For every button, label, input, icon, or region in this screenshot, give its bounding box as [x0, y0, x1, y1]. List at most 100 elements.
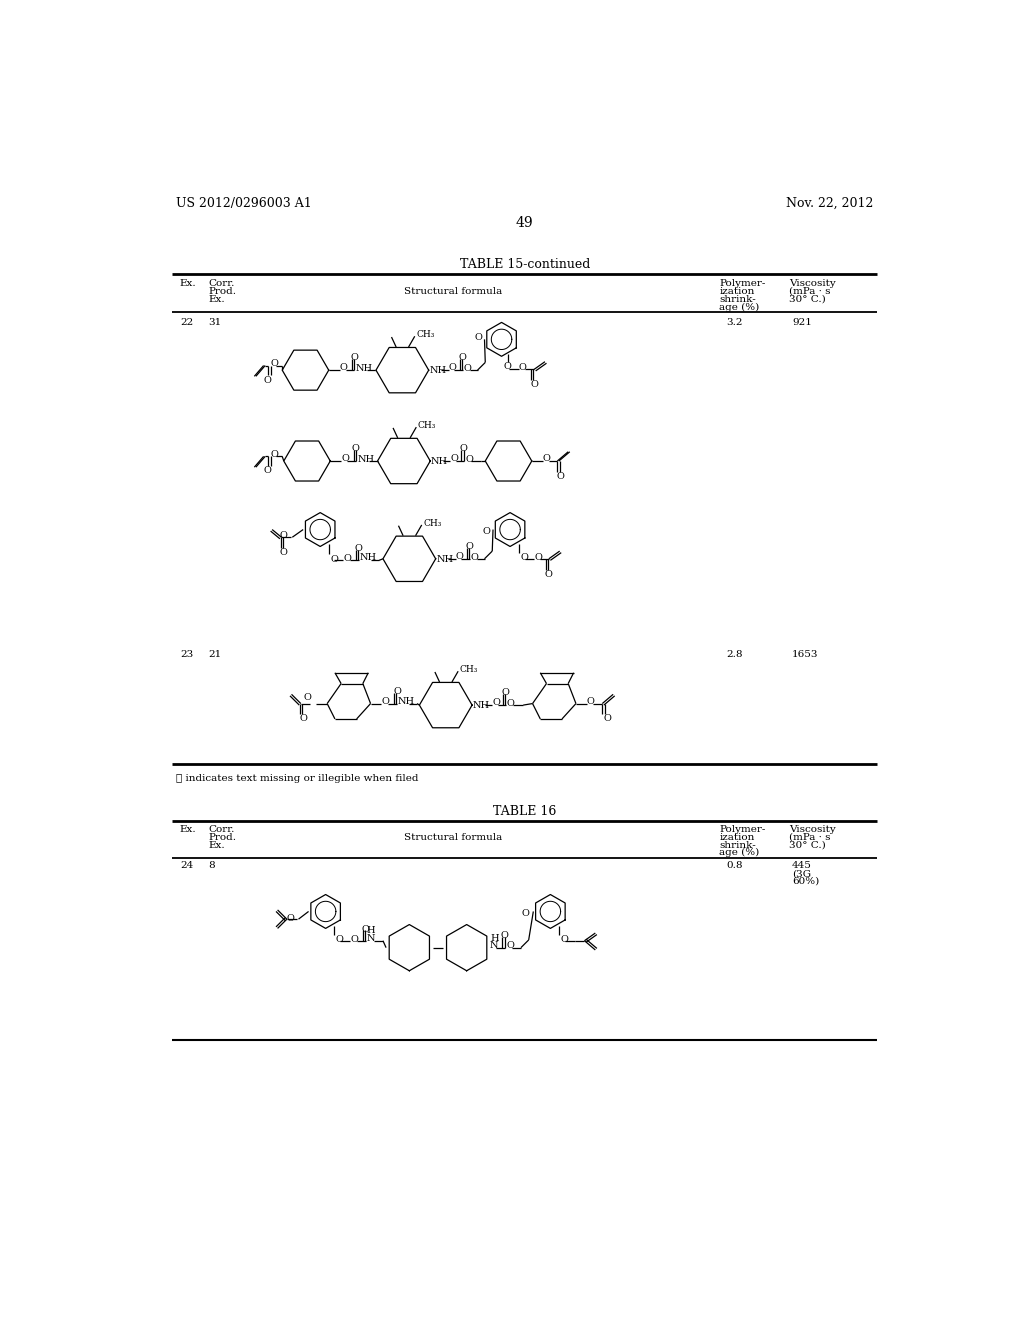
Text: age (%): age (%) [719, 849, 760, 858]
Text: O: O [603, 714, 611, 723]
Text: 3.2: 3.2 [726, 318, 742, 327]
Text: O: O [280, 531, 288, 540]
Text: Nov. 22, 2012: Nov. 22, 2012 [786, 197, 873, 210]
Text: shrink-: shrink- [719, 841, 756, 850]
Text: ization: ization [719, 286, 755, 296]
Text: O: O [449, 363, 457, 372]
Text: age (%): age (%) [719, 302, 760, 312]
Text: O: O [343, 554, 351, 564]
Text: (mPa · s: (mPa · s [790, 286, 830, 296]
Text: Corr.: Corr. [209, 280, 234, 288]
Text: O: O [504, 363, 512, 371]
Text: Prod.: Prod. [209, 833, 237, 842]
Text: 31: 31 [209, 318, 222, 327]
Text: US 2012/0296003 A1: US 2012/0296003 A1 [176, 197, 311, 210]
Text: Viscosity: Viscosity [790, 825, 836, 834]
Text: (mPa · s: (mPa · s [790, 833, 830, 842]
Text: O: O [587, 697, 595, 706]
Text: 445: 445 [793, 862, 812, 870]
Text: Ex.: Ex. [180, 825, 197, 834]
Text: 60%): 60%) [793, 876, 819, 886]
Text: O: O [361, 924, 369, 933]
Text: O: O [393, 688, 401, 697]
Text: O: O [560, 936, 568, 944]
Text: O: O [270, 450, 279, 459]
Text: 30° C.): 30° C.) [790, 294, 825, 304]
Text: O: O [474, 334, 482, 342]
Text: O: O [336, 936, 344, 944]
Text: O: O [280, 548, 288, 557]
Text: Polymer-: Polymer- [719, 825, 766, 834]
Text: NH: NH [429, 367, 446, 375]
Text: O: O [331, 554, 338, 564]
Text: 0.8: 0.8 [726, 862, 742, 870]
Text: O: O [465, 455, 473, 463]
Text: NH: NH [436, 554, 454, 564]
Text: O: O [521, 908, 529, 917]
Text: O: O [493, 698, 500, 708]
Text: Structural formula: Structural formula [404, 833, 503, 842]
Text: 30° C.): 30° C.) [790, 841, 825, 850]
Text: O: O [507, 700, 515, 708]
Text: ⓘ indicates text missing or illegible when filed: ⓘ indicates text missing or illegible wh… [176, 775, 419, 783]
Text: O: O [518, 363, 526, 372]
Text: NH: NH [357, 455, 375, 463]
Text: O: O [451, 454, 459, 463]
Text: 24: 24 [180, 862, 194, 870]
Text: 1653: 1653 [793, 649, 818, 659]
Text: O: O [506, 941, 514, 950]
Text: O: O [340, 363, 347, 372]
Text: NH: NH [397, 697, 415, 706]
Text: O: O [502, 688, 509, 697]
Text: O: O [381, 697, 389, 706]
Text: O: O [530, 380, 538, 389]
Text: O: O [287, 913, 295, 923]
Text: CH₃: CH₃ [460, 665, 478, 675]
Text: Structural formula: Structural formula [404, 286, 503, 296]
Text: O: O [460, 444, 468, 453]
Text: N: N [489, 941, 499, 950]
Text: O: O [354, 544, 362, 553]
Text: TABLE 15-continued: TABLE 15-continued [460, 259, 590, 272]
Text: Viscosity: Viscosity [790, 280, 836, 288]
Text: O: O [545, 570, 553, 578]
Text: O: O [543, 454, 551, 463]
Text: Polymer-: Polymer- [719, 280, 766, 288]
Text: (3G: (3G [793, 869, 811, 878]
Text: O: O [341, 454, 349, 463]
Text: O: O [458, 354, 466, 362]
Text: O: O [471, 553, 478, 561]
Text: O: O [350, 935, 358, 944]
Text: shrink-: shrink- [719, 294, 756, 304]
Text: CH₃: CH₃ [423, 519, 441, 528]
Text: CH₃: CH₃ [417, 330, 434, 339]
Text: 921: 921 [793, 318, 812, 327]
Text: H: H [489, 933, 499, 942]
Text: O: O [557, 471, 564, 480]
Text: O: O [263, 376, 271, 384]
Text: 22: 22 [180, 318, 194, 327]
Text: O: O [263, 466, 271, 475]
Text: O: O [352, 444, 359, 453]
Text: ization: ization [719, 833, 755, 842]
Text: O: O [270, 359, 279, 368]
Text: O: O [464, 364, 471, 374]
Text: O: O [501, 932, 509, 940]
Text: Prod.: Prod. [209, 286, 237, 296]
Text: NH: NH [473, 701, 490, 710]
Text: 2.8: 2.8 [726, 649, 742, 659]
Text: O: O [456, 552, 464, 561]
Text: 8: 8 [209, 862, 215, 870]
Text: O: O [465, 543, 473, 550]
Text: N: N [367, 933, 375, 942]
Text: Corr.: Corr. [209, 825, 234, 834]
Text: Ex.: Ex. [209, 841, 225, 850]
Text: O: O [299, 714, 307, 723]
Text: H: H [367, 927, 376, 935]
Text: O: O [482, 527, 489, 536]
Text: CH₃: CH₃ [418, 421, 436, 430]
Text: NH: NH [359, 553, 377, 562]
Text: O: O [350, 354, 358, 362]
Text: 49: 49 [516, 216, 534, 230]
Text: NH: NH [431, 457, 449, 466]
